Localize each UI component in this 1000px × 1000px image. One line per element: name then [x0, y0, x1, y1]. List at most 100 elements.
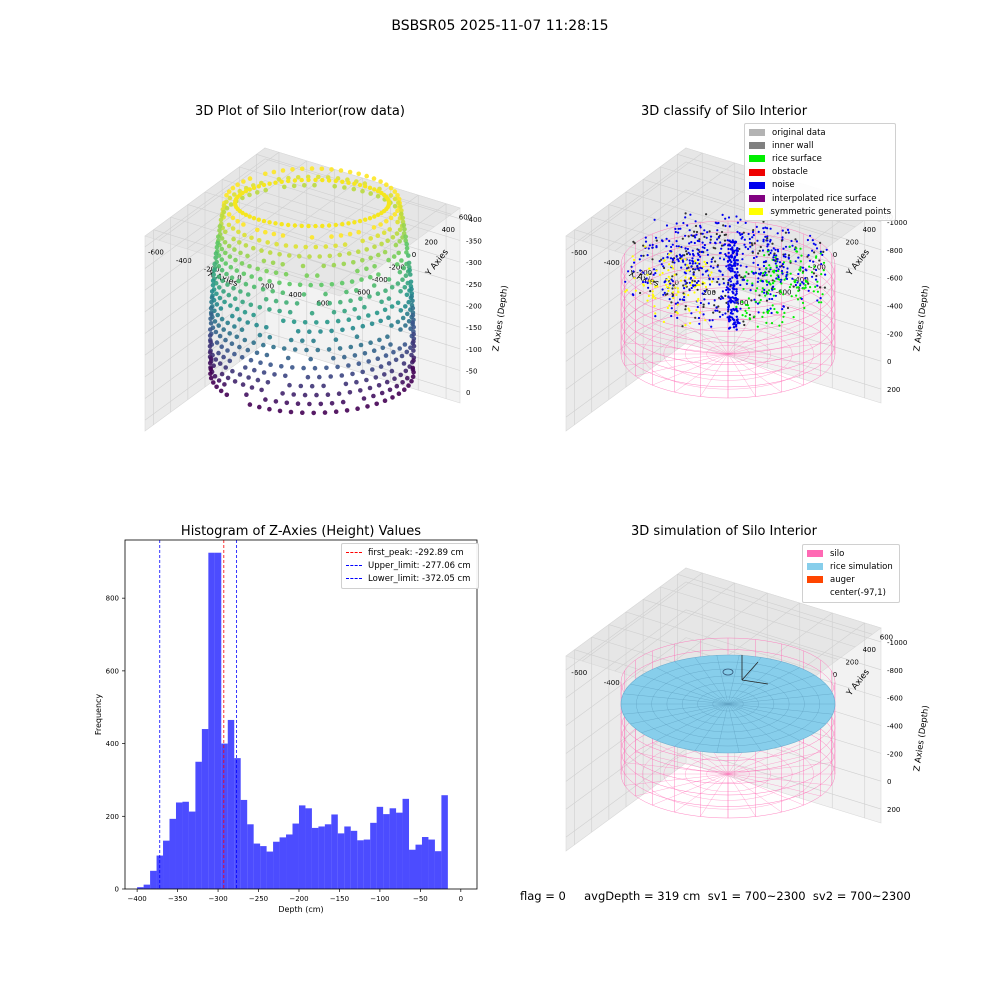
- cls-point: [681, 325, 684, 328]
- raw-point: [406, 260, 412, 266]
- cls-point: [689, 277, 692, 280]
- raw-point: [236, 229, 241, 235]
- cls-point: [728, 266, 731, 269]
- raw-point: [336, 391, 342, 397]
- cls-point: [692, 268, 695, 271]
- raw-point: [406, 383, 411, 388]
- cls-point: [807, 282, 810, 285]
- cls-point: [677, 260, 680, 263]
- raw-grid-z: [264, 201, 461, 263]
- raw-point: [222, 240, 228, 245]
- raw-point: [338, 299, 343, 305]
- raw-grid-z: [144, 180, 266, 269]
- raw-point: [232, 324, 237, 329]
- cls-point: [710, 325, 713, 328]
- cls-point: [755, 255, 758, 258]
- cls-point: [770, 311, 773, 315]
- histogram-bar: [318, 826, 325, 889]
- raw-point: [297, 253, 302, 259]
- raw-point: [349, 279, 355, 284]
- raw-point: [251, 245, 256, 251]
- raw-point: [256, 217, 261, 222]
- raw-grid-z: [144, 266, 266, 356]
- cls-point: [752, 261, 755, 264]
- raw-point: [342, 308, 347, 314]
- raw-point: [230, 185, 236, 191]
- sim-z-tick: -600: [887, 695, 903, 703]
- raw-point: [284, 300, 289, 305]
- cls-point: [777, 276, 780, 279]
- cls-point: [736, 301, 739, 304]
- cls-point: [726, 259, 730, 263]
- raw-point: [218, 217, 224, 223]
- histogram-plot-area: −400 −350 −300 −250 −200 −150 −100 −50 002004006…: [94, 539, 478, 914]
- cls-point: [741, 258, 744, 261]
- legend-swatch: [807, 589, 823, 597]
- cls-point: [716, 222, 719, 225]
- cls-point: [654, 236, 658, 239]
- cls-point: [648, 267, 651, 270]
- cls-point: [730, 299, 733, 302]
- raw-point: [355, 406, 360, 412]
- raw-point: [299, 223, 304, 229]
- cls-grid-z: [565, 217, 687, 306]
- raw-point: [305, 374, 311, 380]
- raw-point: [225, 320, 230, 326]
- raw-point: [318, 329, 323, 334]
- raw-point: [319, 166, 325, 172]
- cls-point: [756, 302, 760, 305]
- raw-point: [337, 346, 343, 351]
- cls-point: [804, 277, 807, 280]
- cls-point: [771, 304, 774, 307]
- cls-point: [682, 292, 685, 295]
- raw-point: [320, 177, 325, 183]
- raw-point: [406, 319, 412, 324]
- raw-point: [294, 301, 300, 306]
- raw-point: [288, 337, 294, 343]
- raw-point: [411, 370, 416, 375]
- raw-point: [398, 372, 404, 378]
- cls-point: [655, 239, 658, 242]
- cls-point: [758, 249, 761, 252]
- raw-point: [263, 229, 268, 235]
- legend-label: obstacle: [772, 167, 808, 178]
- cls-point: [717, 235, 721, 238]
- cls-x-tick: 0: [675, 279, 679, 287]
- cls-point: [749, 289, 752, 292]
- raw-point: [399, 353, 405, 359]
- rice-surface-mesh: [630, 683, 729, 705]
- cls-point: [731, 251, 735, 255]
- cls-point: [666, 286, 669, 289]
- cls-point: [789, 283, 793, 286]
- cls-point: [693, 286, 696, 289]
- cls-point: [744, 246, 747, 249]
- cls-point: [676, 287, 680, 290]
- cls-point: [762, 264, 766, 268]
- raw-point: [246, 375, 251, 380]
- cls-point: [727, 310, 730, 313]
- cls-point: [736, 280, 739, 283]
- cls-point: [672, 291, 675, 294]
- cls-point: [709, 235, 713, 238]
- cls-point: [683, 254, 686, 257]
- raw-point: [329, 234, 334, 239]
- raw-point: [378, 222, 383, 227]
- sim-z-tick: 200: [887, 806, 900, 814]
- y-tick-label: 600: [106, 667, 119, 675]
- raw-point: [378, 179, 383, 184]
- cls-point: [693, 280, 697, 283]
- sim-x-tick: -400: [604, 679, 620, 687]
- raw-point: [356, 229, 362, 235]
- raw-point: [375, 189, 381, 194]
- raw-point: [371, 283, 377, 288]
- cls-point: [679, 227, 682, 230]
- cls-point: [735, 297, 738, 301]
- raw-point: [323, 291, 328, 297]
- cls-point: [714, 242, 717, 245]
- cls-point: [680, 266, 683, 269]
- raw-point: [260, 287, 266, 292]
- cls-silo-spoke: [727, 353, 832, 366]
- cls-point: [821, 253, 824, 256]
- cls-point: [687, 307, 690, 310]
- cls-point: [762, 240, 765, 243]
